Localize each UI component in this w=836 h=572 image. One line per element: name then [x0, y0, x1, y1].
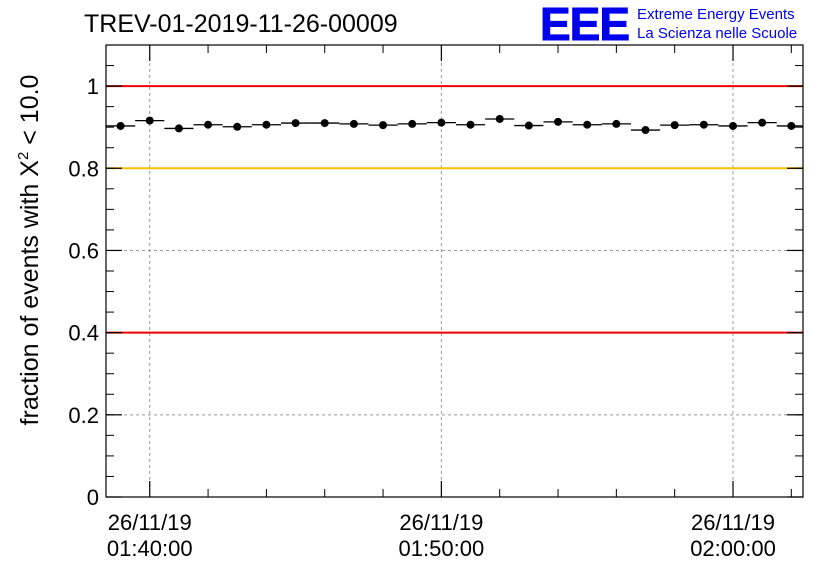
y-axis-title-tail: < 10.0 [16, 75, 44, 152]
data-point [233, 122, 242, 131]
x-tick-time: 02:00:00 [690, 536, 776, 561]
axis-ticks [106, 44, 803, 498]
data-point [787, 121, 796, 130]
data-point [291, 119, 300, 128]
eee-logo-mark: EEE [539, 0, 630, 50]
data-point [670, 121, 679, 130]
data-point [262, 120, 271, 129]
data-point [320, 119, 329, 128]
data-point [583, 120, 592, 129]
data-point [758, 118, 767, 127]
y-axis-title: fraction of events with X2 < 10.0 [15, 75, 44, 426]
y-tick-label: 0 [87, 485, 99, 510]
grid-lines [106, 45, 803, 497]
x-tick-time: 01:40:00 [107, 536, 193, 561]
x-tick-date: 26/11/19 [399, 510, 483, 535]
chart-title: TREV-01-2019-11-26-00009 [84, 10, 398, 38]
data-point [204, 120, 213, 129]
eee-logo: EEE Extreme Energy Events La Scienza nel… [539, 0, 797, 50]
data-point [408, 119, 417, 128]
data-point [641, 126, 650, 135]
tick-labels: 00.20.40.60.8126/11/1901:40:0026/11/1901… [68, 74, 775, 561]
data-point [349, 119, 358, 128]
data-point [524, 121, 533, 130]
y-tick-label: 0.8 [68, 156, 99, 181]
y-axis-title-superscript: 2 [15, 152, 32, 160]
logo-line-1: Extreme Energy Events [637, 6, 795, 23]
logo-line-2: La Scienza nelle Scuole [637, 25, 798, 42]
x-tick-time: 01:50:00 [399, 536, 485, 561]
data-point [495, 114, 504, 123]
eee-logo-text: Extreme Energy Events La Scienza nelle S… [637, 5, 797, 43]
x-tick-date: 26/11/19 [108, 510, 192, 535]
data-point [379, 121, 388, 130]
data-point [729, 121, 738, 130]
data-point [554, 117, 563, 126]
data-point [116, 121, 125, 130]
data-point [612, 119, 621, 128]
data-point [699, 120, 708, 129]
reference-lines [106, 85, 803, 334]
y-tick-label: 0.4 [68, 321, 99, 346]
y-tick-label: 1 [87, 74, 99, 99]
data-point [466, 120, 475, 129]
plot-frame [105, 44, 804, 498]
data-points [106, 114, 803, 135]
y-axis-title-main: fraction of events with X [16, 160, 44, 426]
data-point [437, 118, 446, 127]
y-tick-label: 0.6 [68, 238, 99, 263]
y-tick-label: 0.2 [68, 403, 99, 428]
x-tick-date: 26/11/19 [691, 510, 775, 535]
data-point [145, 116, 154, 125]
data-point [174, 124, 183, 133]
